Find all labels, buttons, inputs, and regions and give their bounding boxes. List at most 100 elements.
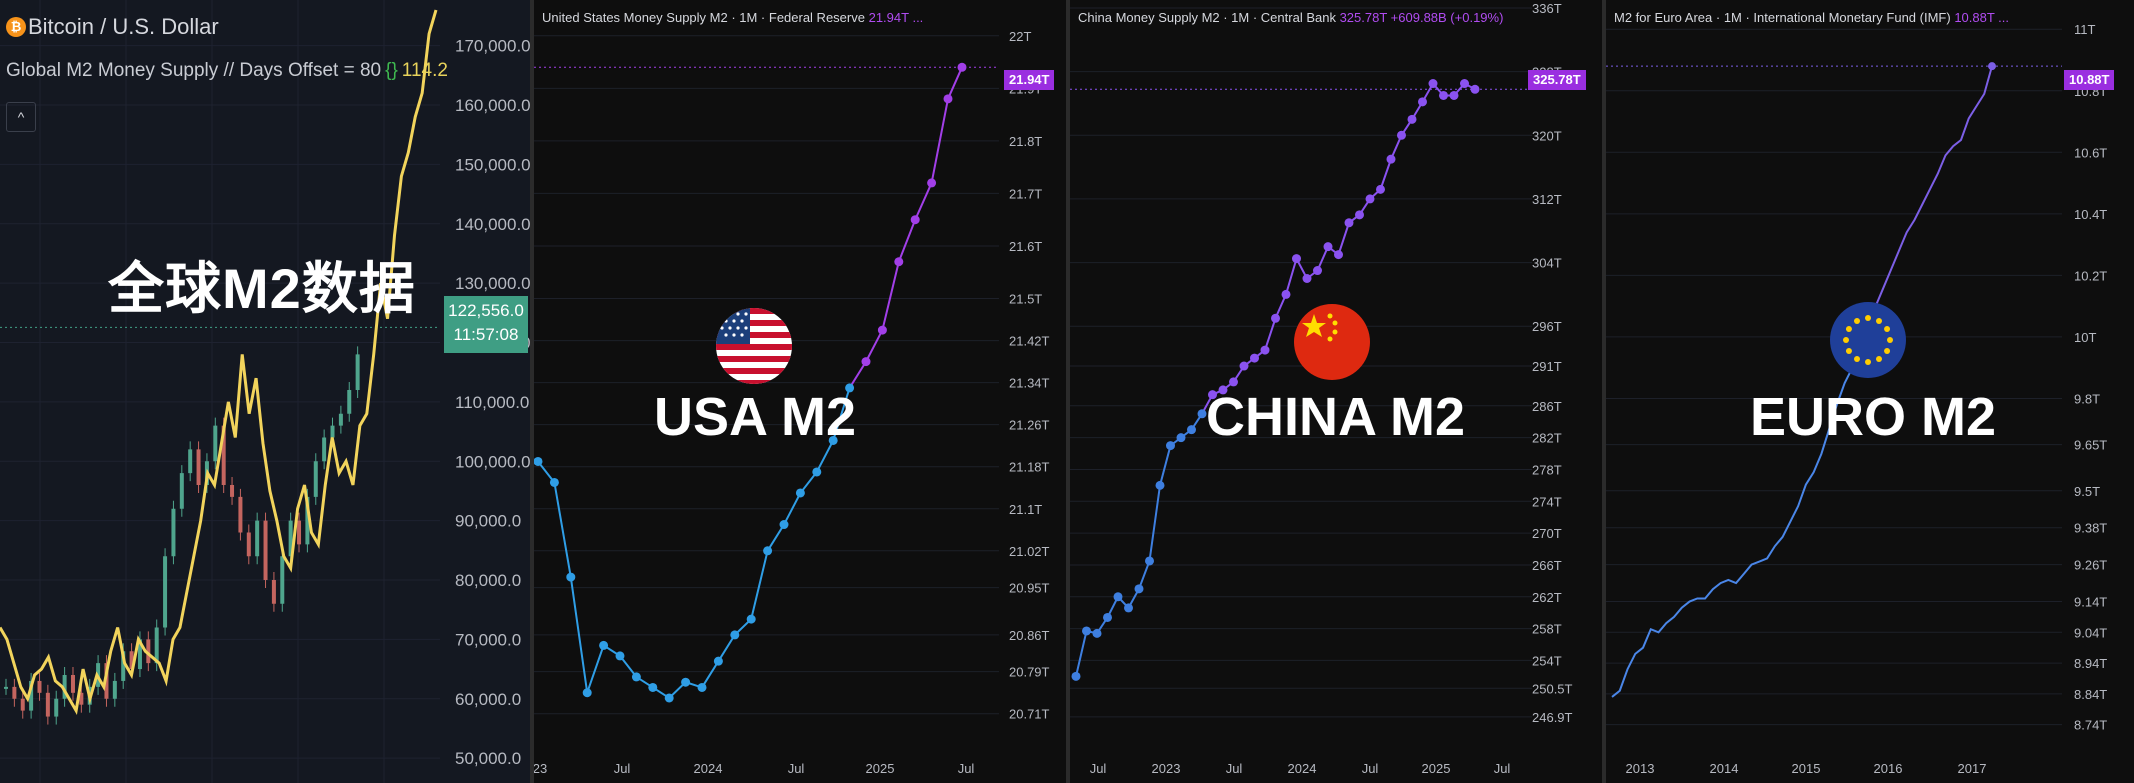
y-tick-label: 10T: [2074, 330, 2096, 345]
candle: [280, 556, 285, 604]
overlay-label-global: 全球M2数据: [108, 257, 416, 320]
collapse-legend-button[interactable]: ^: [6, 102, 36, 132]
data-point: [957, 62, 967, 72]
x-tick-label: 2014: [1710, 761, 1739, 776]
data-point: [943, 94, 953, 104]
x-tick-label: 2024: [1288, 761, 1317, 776]
china-chart-header: China Money Supply M2 · 1M · Central Ban…: [1078, 10, 1503, 25]
btc-chart-svg[interactable]: 170,000.0 160,000.0 150,000.0 140,000.0 130,…: [0, 0, 534, 783]
panel-divider: [1602, 0, 1606, 783]
eu-star: [1845, 348, 1852, 354]
candle: [347, 390, 352, 414]
data-point: [1460, 79, 1469, 89]
panel-divider: [530, 0, 534, 783]
candle: [188, 449, 193, 474]
usa-m2-chart-svg[interactable]: 22T21.9T21.8T21.7T21.6T21.5T21.42T21.34T…: [534, 0, 1066, 783]
china-chart-title: China Money Supply M2 · 1M · Central Ban…: [1078, 10, 1336, 25]
data-point: [1449, 90, 1459, 100]
data-point: [1439, 90, 1448, 100]
data-point: [1376, 184, 1385, 194]
euro-chart-header: M2 for Euro Area · 1M · International Mo…: [1614, 10, 2010, 25]
data-point: [1239, 361, 1249, 371]
data-point: [1176, 433, 1186, 443]
indicator-source-icon[interactable]: {}: [385, 60, 398, 81]
data-point: [1323, 242, 1333, 252]
y-tick-label: 90,000.0: [455, 512, 521, 531]
x-tick-label: 2023: [1152, 761, 1181, 776]
candle: [330, 425, 335, 438]
btc-chart-title: Bitcoin / U.S. Dollar: [28, 14, 219, 39]
y-tick-label: 21.5T: [1009, 292, 1042, 307]
y-tick-label: 250.5T: [1532, 681, 1573, 696]
y-tick-label: 10.4T: [2074, 207, 2107, 222]
x-tick-label: 2015: [1792, 761, 1821, 776]
y-tick-label: 254T: [1532, 653, 1562, 668]
y-tick-label: 10.6T: [2074, 145, 2107, 160]
data-point: [730, 630, 740, 640]
y-tick-label: 100,000.0: [455, 452, 531, 471]
y-tick-label: 320T: [1532, 128, 1562, 143]
y-tick-label: 21.26T: [1009, 418, 1050, 433]
candle: [305, 496, 310, 545]
y-tick-label: 262T: [1532, 590, 1562, 605]
indicator-legend[interactable]: Global M2 Money Supply // Days Offset = …: [6, 60, 448, 82]
x-tick-label: Jul: [1090, 761, 1107, 776]
x-tick-label: Jul: [788, 761, 805, 776]
y-tick-label: 266T: [1532, 558, 1562, 573]
data-point: [549, 477, 559, 487]
data-point: [812, 467, 822, 477]
global-m2-line: [0, 9, 438, 715]
x-tick-label: 2025: [866, 761, 895, 776]
candle: [70, 675, 75, 693]
candle: [322, 437, 327, 462]
y-tick-label: 9.14T: [2074, 595, 2107, 610]
data-point: [877, 325, 887, 335]
y-tick-label: 8.94T: [2074, 656, 2107, 671]
x-tick-label: Jul: [1494, 761, 1511, 776]
y-tick-label: 312T: [1532, 192, 1562, 207]
x-tick-label: 2024: [694, 761, 723, 776]
y-tick-label: 336T: [1532, 1, 1562, 16]
y-tick-label: 21.42T: [1009, 334, 1050, 349]
data-point: [1313, 266, 1322, 276]
data-point: [1292, 254, 1301, 264]
data-point: [1397, 130, 1406, 140]
candle: [62, 675, 67, 699]
data-point: [566, 572, 576, 582]
data-point: [1418, 97, 1427, 107]
usa-m2-line-early: [537, 387, 851, 700]
y-tick-label: 21.34T: [1009, 376, 1050, 391]
y-tick-label: 21.7T: [1009, 186, 1042, 201]
candle: [288, 520, 293, 557]
candle: [246, 532, 251, 557]
candle: [171, 508, 176, 557]
eu-star: [1876, 317, 1882, 324]
usa-flag-icon: [716, 308, 792, 384]
candle: [338, 413, 343, 426]
eu-star: [1865, 359, 1871, 365]
y-tick-label: 20.86T: [1009, 628, 1050, 643]
data-point: [1365, 194, 1375, 204]
x-tick-label: 2016: [1874, 761, 1903, 776]
current-price-box: 122,556.0 11:57:08: [444, 296, 528, 353]
y-tick-label: 9.8T: [2074, 391, 2100, 406]
data-point: [713, 656, 723, 666]
candle: [154, 627, 159, 664]
overlay-label-usa: USA M2: [654, 387, 857, 447]
china-m2-chart-svg[interactable]: 336T328T320T312T304T296T291T286T282T278T…: [1070, 0, 1602, 783]
x-tick-label: 2017: [1958, 761, 1987, 776]
candle: [20, 698, 25, 711]
euro-m2-chart-svg[interactable]: 11T10.8T10.6T10.4T10.2T10T9.8T9.65T9.5T9…: [1606, 0, 2134, 783]
btc-chart-panel: 170,000.0 160,000.0 150,000.0 140,000.0 130,…: [0, 0, 534, 783]
y-tick-label: 9.04T: [2074, 625, 2107, 640]
data-point: [1218, 385, 1228, 395]
euro-last-value-tag: 10.88T: [2064, 70, 2115, 90]
euro-m2-panel: 11T 10.8T 10.6T 10.4T 10.2T 10T 9.8T 9.65T 9.5T 9…: [1606, 0, 2134, 783]
eu-star: [1843, 337, 1849, 343]
usa-chart-header: United States Money Supply M2 · 1M · Fed…: [542, 10, 924, 25]
x-tick-label: Jul: [1362, 761, 1379, 776]
usa-m2-panel: 22T21.9T21.8T21.7T21.6T21.5T21.42T21.34T…: [534, 0, 1066, 783]
euro-m2-line-early: [1611, 348, 1862, 698]
eu-flag-icon: [1830, 302, 1906, 378]
x-tick-label: 2013: [1626, 761, 1655, 776]
